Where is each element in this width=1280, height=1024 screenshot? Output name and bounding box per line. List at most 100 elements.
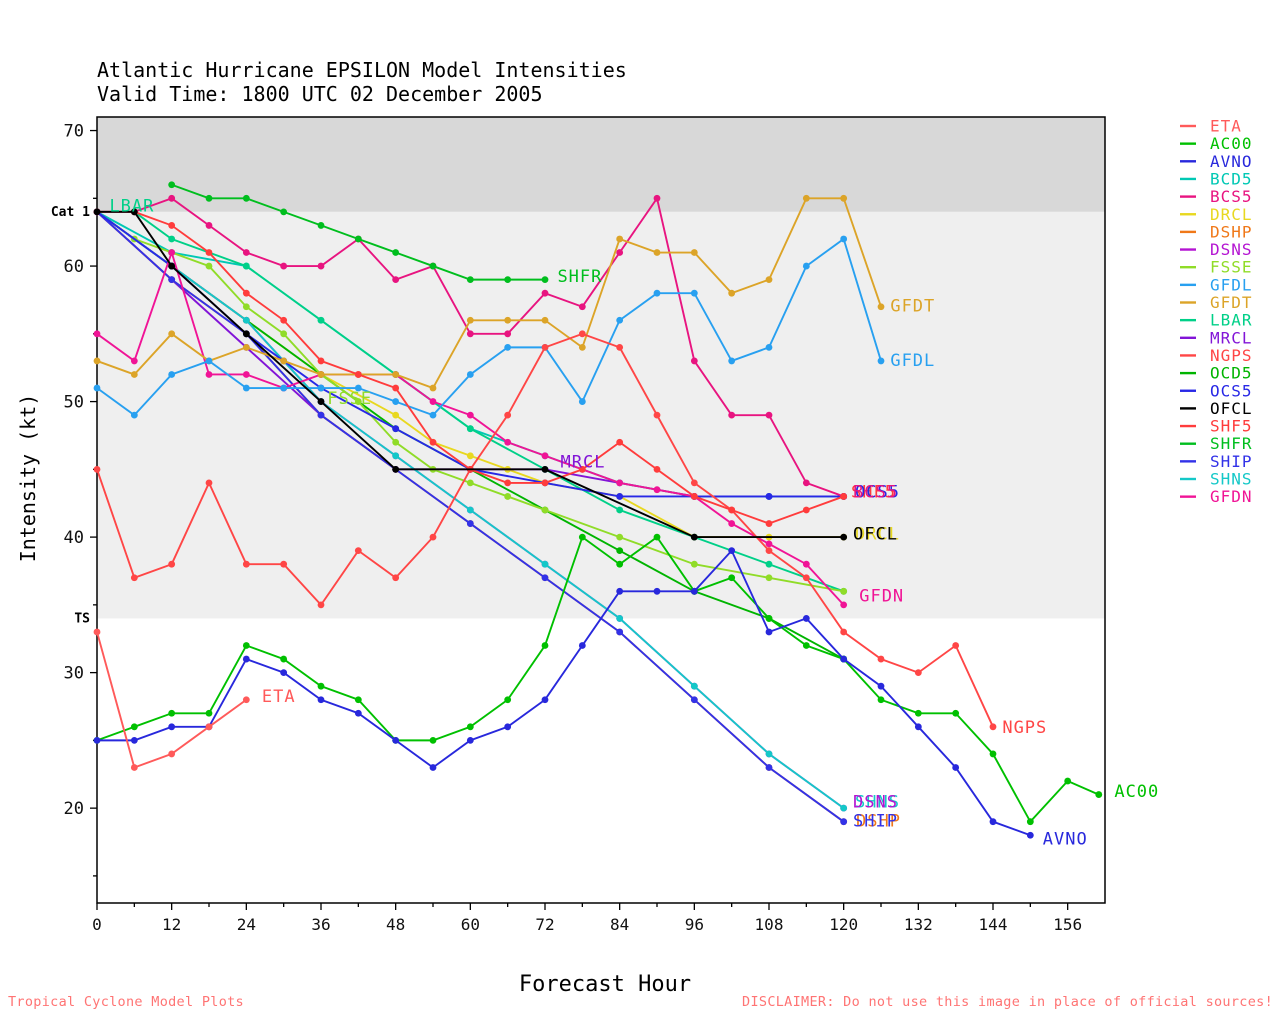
data-point [616, 615, 624, 622]
x-tick-label: 48 [386, 915, 405, 934]
data-point [690, 587, 698, 595]
data-point [168, 181, 176, 189]
data-point [653, 194, 661, 202]
data-point [802, 506, 810, 514]
legend-label: DSNS [1210, 240, 1253, 259]
legend-label: LBAR [1210, 311, 1253, 330]
data-point [840, 804, 848, 812]
credit-line: Tropical Cyclone Model Plots [8, 994, 244, 1010]
data-point [541, 343, 549, 351]
data-point [466, 479, 474, 487]
data-point [616, 479, 624, 487]
legend-label: SHNS [1210, 470, 1253, 489]
data-point [392, 276, 400, 284]
data-point [840, 628, 848, 636]
data-point [840, 655, 848, 663]
data-point [466, 723, 474, 731]
series-SHFR [168, 181, 549, 284]
series-line-AVNO [97, 548, 1031, 837]
legend-entry-SHNS: SHNS [1180, 470, 1253, 489]
data-point [130, 357, 138, 365]
data-point [317, 601, 325, 609]
plot-label-GFDL: GFDL [890, 351, 935, 371]
data-point [690, 696, 698, 704]
data-point [914, 723, 922, 731]
data-point [280, 262, 288, 270]
data-point [802, 262, 810, 270]
data-point [205, 249, 213, 256]
data-point [952, 764, 960, 771]
plot-label-AC00: AC00 [1114, 782, 1159, 802]
legend: ETAAC00AVNOBCD5BCS5DRCLDSHPDSNSFSSEGFDLG… [1180, 117, 1253, 506]
data-point [989, 818, 997, 826]
x-tick-label: 156 [1053, 915, 1082, 934]
data-point [466, 506, 474, 514]
data-point [130, 371, 138, 378]
data-point [392, 465, 400, 473]
plot-label-SHF5: SHF5 [851, 482, 896, 502]
data-point [205, 262, 213, 270]
data-point [840, 818, 848, 826]
data-point [130, 764, 138, 771]
data-point [392, 452, 400, 460]
data-point [877, 357, 885, 365]
legend-entry-MRCL: MRCL [1180, 328, 1252, 347]
data-point [802, 479, 810, 487]
x-tick-label: 12 [162, 915, 181, 934]
data-point [392, 438, 400, 446]
data-point [840, 587, 848, 595]
data-point [728, 520, 736, 527]
data-point [429, 764, 437, 771]
credit-text: Tropical Cyclone Model Plots http://dere… [8, 970, 446, 1024]
data-point [317, 357, 325, 365]
data-point [690, 560, 698, 568]
plot-label-OFCL: OFCL [853, 524, 898, 544]
data-point [690, 357, 698, 365]
data-point [765, 276, 773, 284]
data-point [242, 696, 250, 704]
legend-entry-NGPS: NGPS [1180, 346, 1252, 365]
data-point [354, 547, 362, 555]
series-line-GFDT [96, 197, 882, 390]
plot-label-NGPS: NGPS [1002, 718, 1047, 738]
data-point [653, 533, 661, 541]
data-point [653, 411, 661, 419]
data-point [504, 343, 512, 351]
series-GFDT [93, 194, 885, 392]
legend-label: DSHP [1210, 222, 1253, 241]
data-point [280, 330, 288, 338]
data-point [989, 750, 997, 758]
data-point [280, 208, 288, 216]
plot-label-DSHP: DSHP [856, 812, 901, 832]
data-point [280, 560, 288, 568]
x-tick-label: 36 [311, 915, 330, 934]
data-point [130, 723, 138, 731]
legend-entry-AC00: AC00 [1180, 134, 1252, 153]
data-point [616, 235, 624, 243]
legend-label: OFCL [1210, 399, 1253, 418]
data-point [317, 316, 325, 324]
data-point [728, 547, 736, 555]
legend-entry-OCD5: OCD5 [1180, 364, 1252, 383]
data-point [616, 343, 624, 351]
y-tick-label: 40 [64, 528, 84, 548]
plot-label-GFDT: GFDT [890, 297, 935, 317]
series-GFDL [93, 235, 885, 419]
legend-entry-LBAR: LBAR [1180, 311, 1253, 330]
data-point [130, 208, 138, 216]
data-point [840, 493, 848, 500]
series-line-GFDL [96, 237, 882, 417]
data-point [840, 235, 848, 243]
data-point [429, 262, 437, 270]
data-point [504, 493, 512, 500]
plot-label-OCS5: OCS5 [855, 482, 900, 502]
data-point [728, 289, 736, 297]
data-point [616, 438, 624, 446]
data-point [802, 574, 810, 582]
data-point [504, 411, 512, 419]
data-point [354, 709, 362, 717]
data-point [205, 723, 213, 731]
legend-label: AVNO [1210, 152, 1253, 171]
data-point [914, 669, 922, 677]
data-point [616, 628, 624, 636]
